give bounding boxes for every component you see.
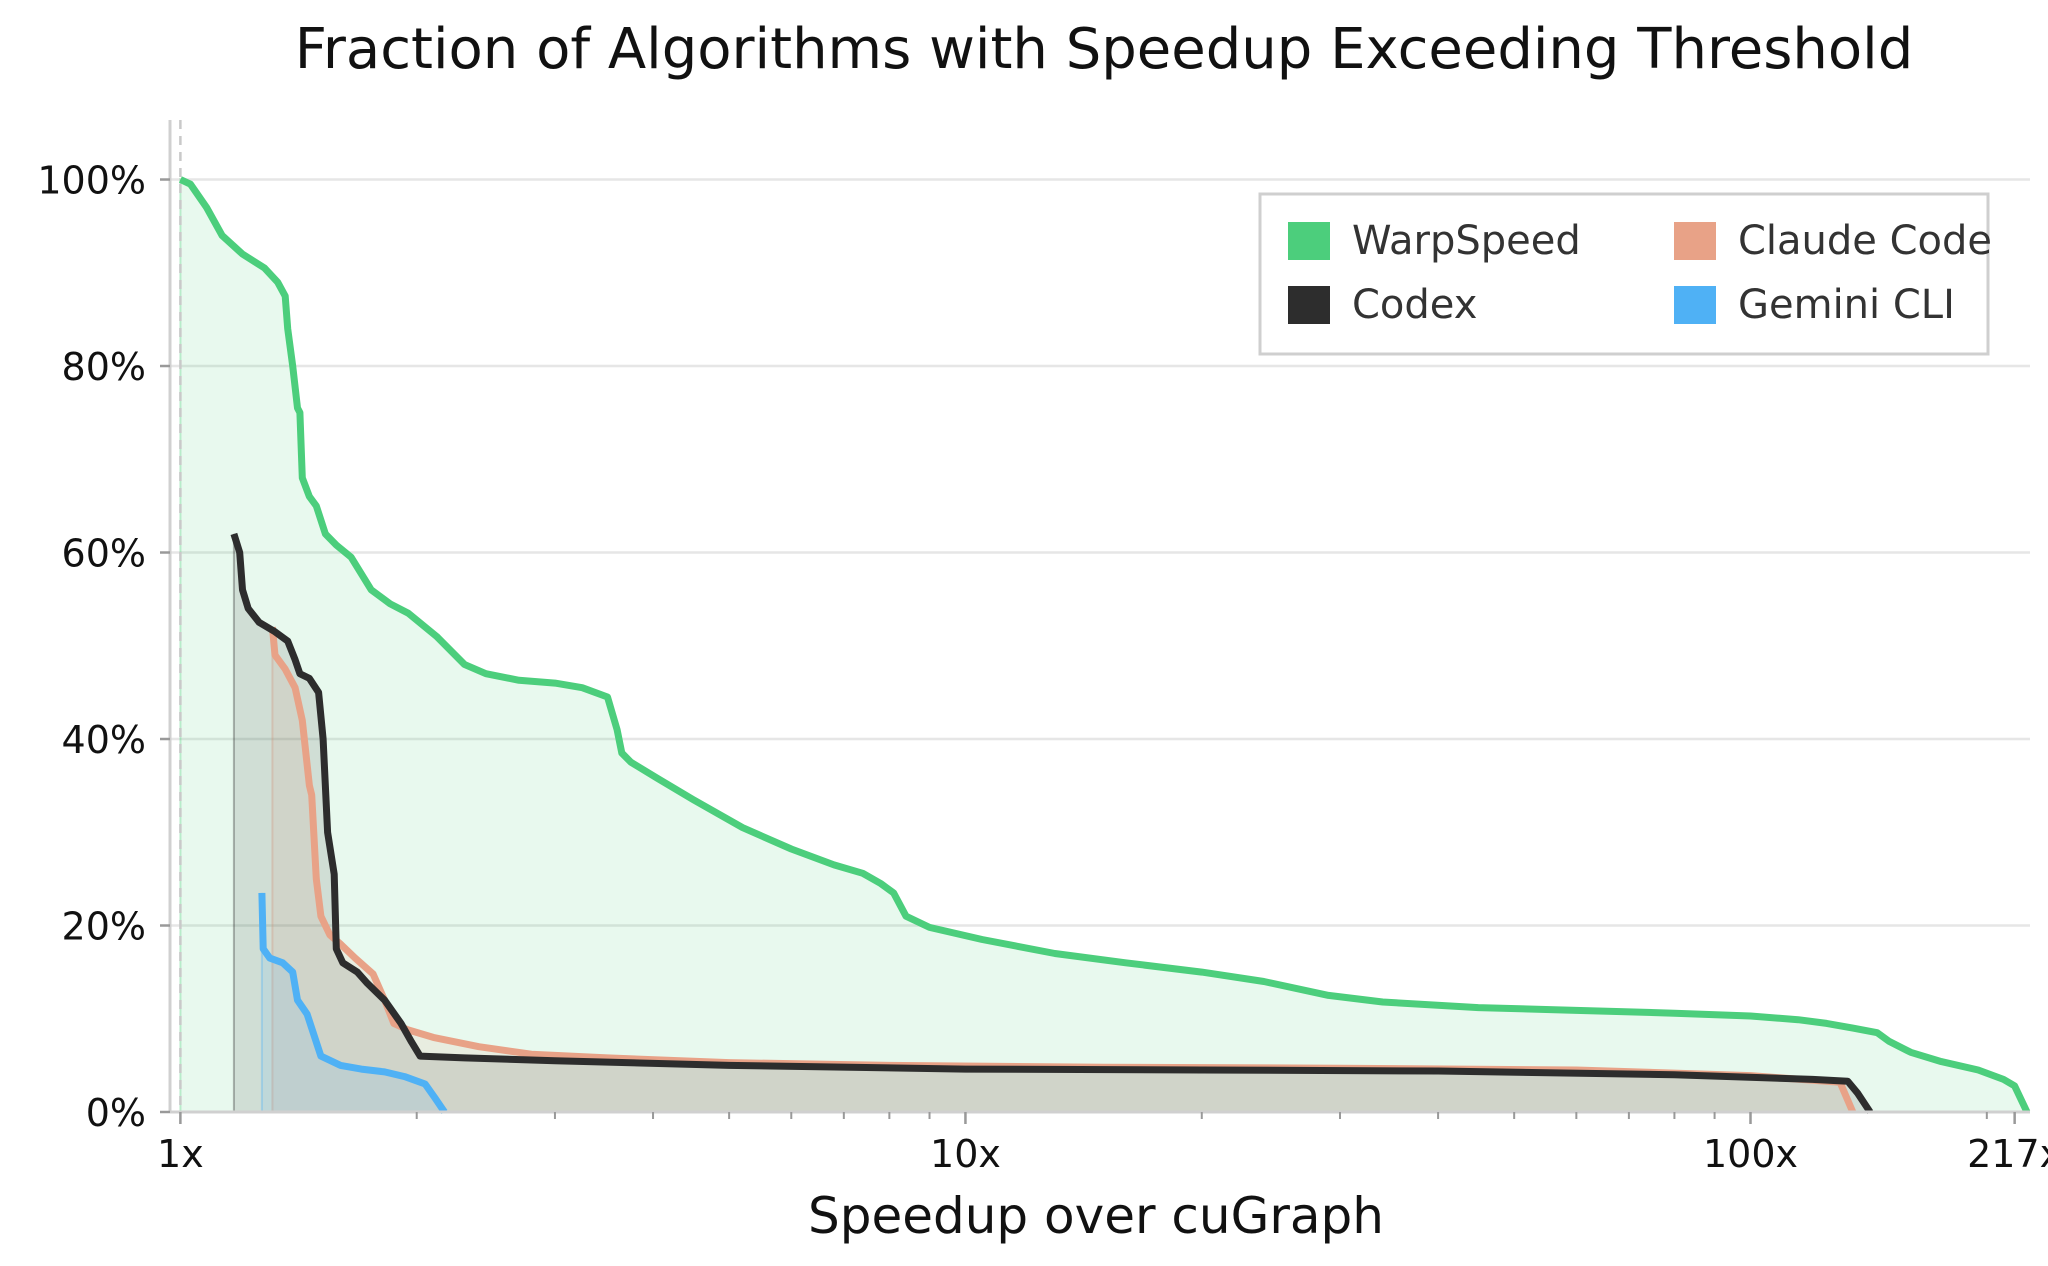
x-tick-label: 217x	[1967, 1132, 2048, 1176]
warpspeed-legend-swatch	[1288, 222, 1330, 260]
x-tick-label: 100x	[1703, 1132, 1798, 1176]
chart-title: Fraction of Algorithms with Speedup Exce…	[295, 17, 1914, 82]
x-axis-title: Speedup over cuGraph	[808, 1187, 1384, 1245]
legend: WarpSpeed Claude Code Codex Gemini CLI	[1258, 192, 1992, 356]
x-axis-ticks: 1x 10x 100x 217x	[157, 1112, 2048, 1176]
x-tick-label: 10x	[930, 1132, 1001, 1176]
codex-legend-label: Codex	[1352, 282, 1477, 328]
axes	[168, 120, 2030, 1114]
codex-legend-swatch	[1288, 286, 1330, 324]
y-tick-label: 100%	[37, 159, 146, 203]
warpspeed-legend-label: WarpSpeed	[1352, 218, 1581, 264]
codex-series-line	[230, 532, 1874, 1114]
x-tick-label: 1x	[157, 1132, 204, 1176]
series-lines	[178, 176, 2031, 1114]
gemini-cli-series-line	[258, 892, 448, 1114]
y-tick-label: 0%	[86, 1091, 146, 1135]
y-tick-label: 20%	[62, 905, 146, 949]
warpspeed-series-line	[178, 176, 2031, 1114]
claude-code-legend-swatch	[1674, 222, 1716, 260]
claude-code-legend-label: Claude Code	[1738, 218, 1992, 264]
y-tick-label: 60%	[62, 532, 146, 576]
gemini-cli-legend-label: Gemini CLI	[1738, 282, 1955, 328]
legend-frame	[1258, 192, 1990, 356]
y-axis-ticks: 0% 20% 40% 60% 80% 100%	[37, 159, 170, 1135]
y-tick-label: 80%	[62, 345, 146, 389]
y-tick-label: 40%	[62, 718, 146, 762]
gemini-cli-legend-swatch	[1674, 286, 1716, 324]
